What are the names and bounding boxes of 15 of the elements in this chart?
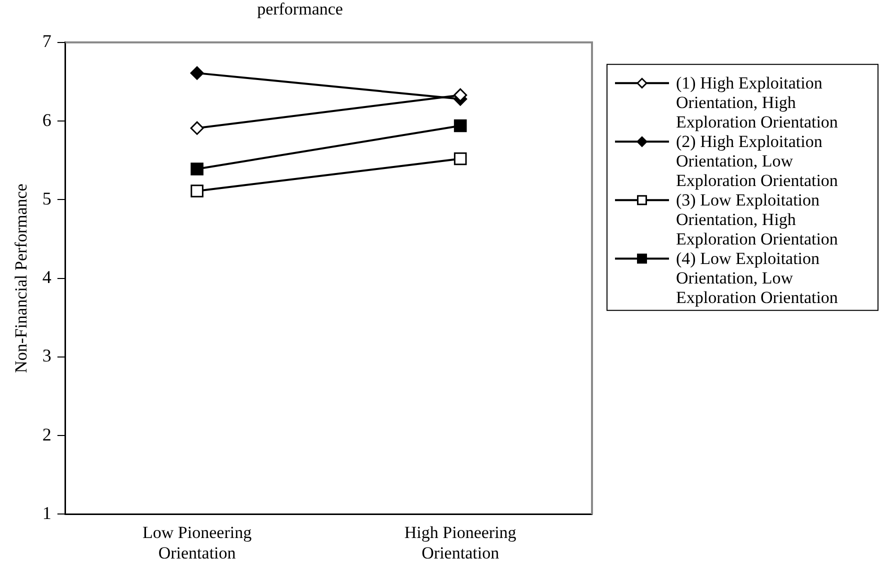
legend-label: (1) High Exploitation Orientation, High Exploration Orientation [676, 74, 838, 132]
y-tick-label: 7 [42, 31, 52, 52]
legend-label: (3) Low Exploitation Orientation, High Exploration Orientation [676, 190, 838, 249]
legend-label: (4) Low Exploitation Orientation, Low Exploration Orientation [676, 249, 838, 308]
y-tick-label: 3 [42, 346, 52, 366]
y-tick-label: 5 [42, 188, 52, 208]
y-tick-label: 2 [42, 424, 52, 444]
y-axis-title: Non-Financial Performance [12, 184, 31, 373]
legend-label: (2) High Exploitation Orientation, Low Exploration Orientation [676, 132, 838, 190]
chart-title: performance [257, 0, 343, 19]
x-tick-label: Low Pioneering Orientation [142, 522, 252, 562]
y-tick-label: 6 [42, 110, 52, 130]
x-tick-label: High Pioneering Orientation [404, 522, 517, 562]
y-tick-label: 4 [42, 267, 52, 288]
y-tick-label: 1 [42, 502, 52, 523]
